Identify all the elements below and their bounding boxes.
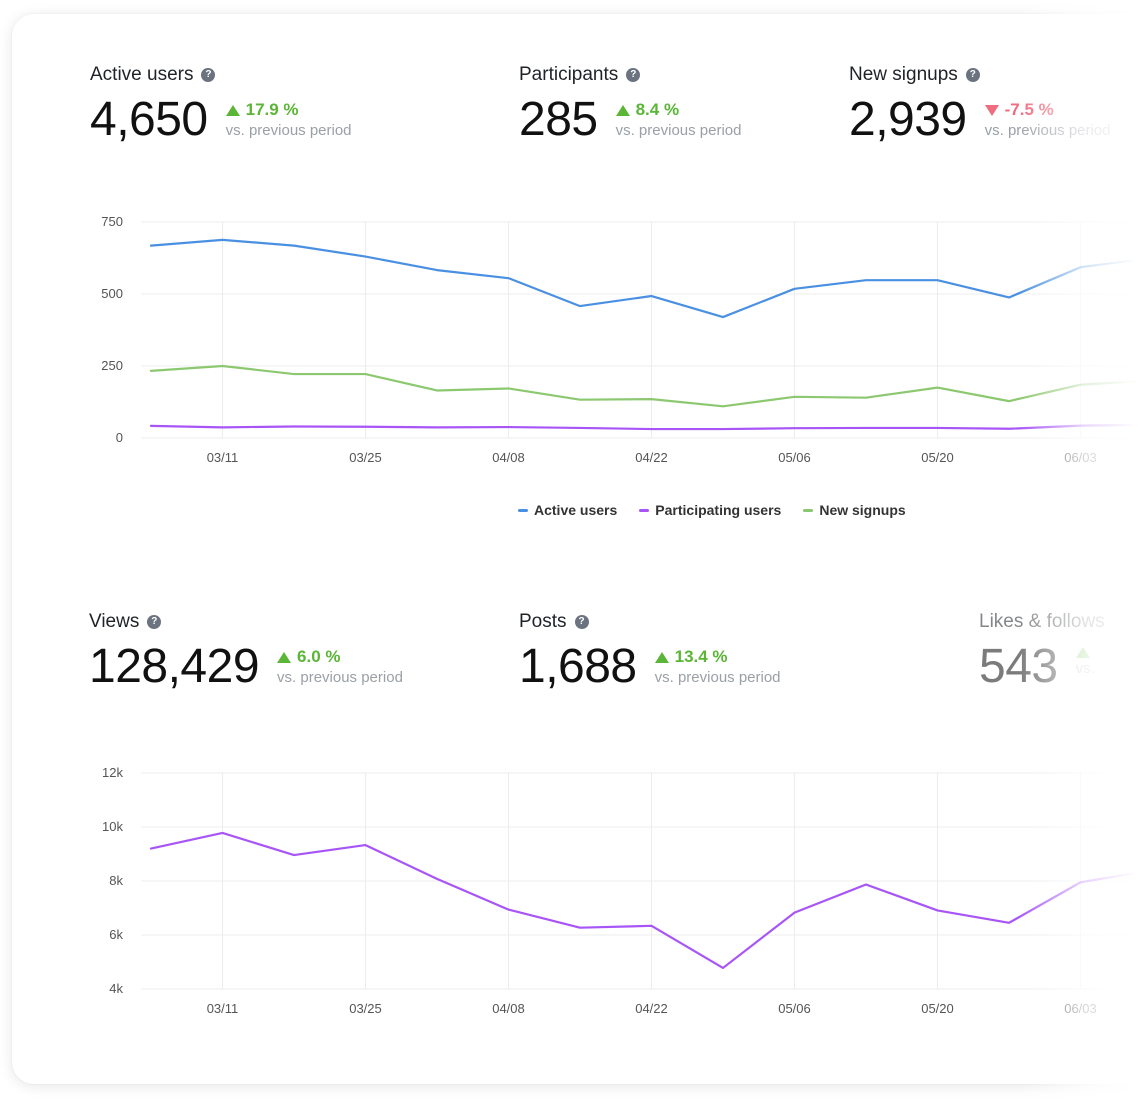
kpi-value: 2,939 [849,93,967,146]
y-tick-label: 10k [102,819,123,834]
y-tick-label: 12k [102,765,123,780]
kpi-subtext: vs. previous period [654,669,781,686]
kpi-change: 17.9 % vs. previous period [225,100,352,139]
series-line-participating-users [149,423,1138,431]
kpi-label-text: Posts [519,611,567,632]
legend-item-participating-users[interactable]: Participating users [639,502,781,518]
x-tick-label: 05/06 [778,1001,811,1016]
triangle-up-icon [225,104,240,116]
dashboard-card [12,14,1138,1084]
kpi-label-text: Views [89,611,140,632]
x-tick-label: 04/08 [492,1001,525,1016]
legend-item-new-signups[interactable]: New signups [803,502,906,518]
kpi-posts: Posts? 1,688 13.4 % vs. previous period [519,611,781,693]
kpi-participants: Participants? 285 8.4 % vs. previous per… [519,64,742,146]
kpi-label: Participants? [519,64,742,86]
kpi-subtext: vs. previous period [225,122,352,139]
legend-swatch [518,508,528,512]
x-tick-label: 06/03 [1064,1001,1097,1016]
y-tick-label: 0 [116,430,123,445]
views-line-chart: 12k 10k 8k 6k 4k 03/11 03/25 04/08 04/22 05/06 05/… [102,765,1138,1016]
kpi-active-users: Active users? 4,650 17.9 % vs. previous … [90,64,352,146]
y-tick-label: 4k [109,981,123,996]
x-tick-label: 03/11 [207,1001,239,1016]
x-tick-label: 05/06 [778,450,811,465]
help-icon[interactable]: ? [574,615,589,629]
x-tick-label: 05/20 [921,450,954,465]
y-tick-label: 250 [101,358,123,373]
kpi-views: Views? 128,429 6.0 % vs. previous period [89,611,403,693]
kpi-value: 4,650 [90,93,208,146]
x-tick-label: 04/08 [492,450,525,465]
help-icon[interactable]: ? [147,615,162,629]
kpi-label: New signups? [849,64,1111,86]
triangle-up-icon [654,651,669,663]
triangle-down-icon [984,104,999,116]
kpi-subtext: vs. previous period [615,122,742,139]
kpi-delta: 6.0 % [297,647,341,666]
y-tick-label: 8k [109,873,123,888]
kpi-label-text: Participants [519,64,619,85]
kpi-label-text: Active users [90,64,194,85]
x-tick-label: 03/25 [349,450,382,465]
kpi-subtext: vs. previous period [277,669,403,686]
legend-label: Active users [534,502,618,518]
kpi-delta: 13.4 % [674,647,728,666]
chart-legend: Active users Participating users New sig… [518,502,906,518]
x-tick-label: 05/20 [921,1001,954,1016]
kpi-label: Views? [89,611,403,633]
kpi-change: 8.4 % vs. previous period [615,100,742,139]
legend-label: Participating users [655,502,782,518]
kpi-label: Active users? [90,64,352,86]
kpi-delta: 17.9 % [245,100,299,119]
kpi-value: 128,429 [89,640,260,693]
x-tick-label: 03/25 [349,1001,382,1016]
x-tick-label: 04/22 [635,450,668,465]
legend-swatch [803,508,814,512]
triangle-up-icon [615,104,630,116]
series-line-views [149,831,1138,970]
kpi-label: Posts? [519,611,781,633]
kpi-label-text: New signups [849,64,958,85]
kpi-change: 6.0 % vs. previous period [277,647,403,686]
kpi-delta: 8.4 % [635,100,680,119]
legend-label: New signups [819,502,906,518]
kpi-value: 1,688 [519,640,637,693]
y-tick-label: 6k [109,927,123,942]
legend-item-active-users[interactable]: Active users [518,502,617,518]
triangle-up-icon [277,651,292,663]
x-tick-label: 04/22 [635,1001,668,1016]
series-line-active-users [149,238,1138,319]
x-tick-label: 03/11 [207,450,239,465]
y-tick-label: 500 [101,286,123,301]
kpi-change: 13.4 % vs. previous period [654,647,781,686]
kpi-value: 285 [519,93,598,146]
help-icon[interactable]: ? [626,68,641,82]
help-icon[interactable]: ? [965,68,980,82]
legend-swatch [639,508,650,512]
help-icon[interactable]: ? [201,68,216,82]
y-tick-label: 750 [101,214,123,229]
series-line-new-signups [149,364,1138,408]
